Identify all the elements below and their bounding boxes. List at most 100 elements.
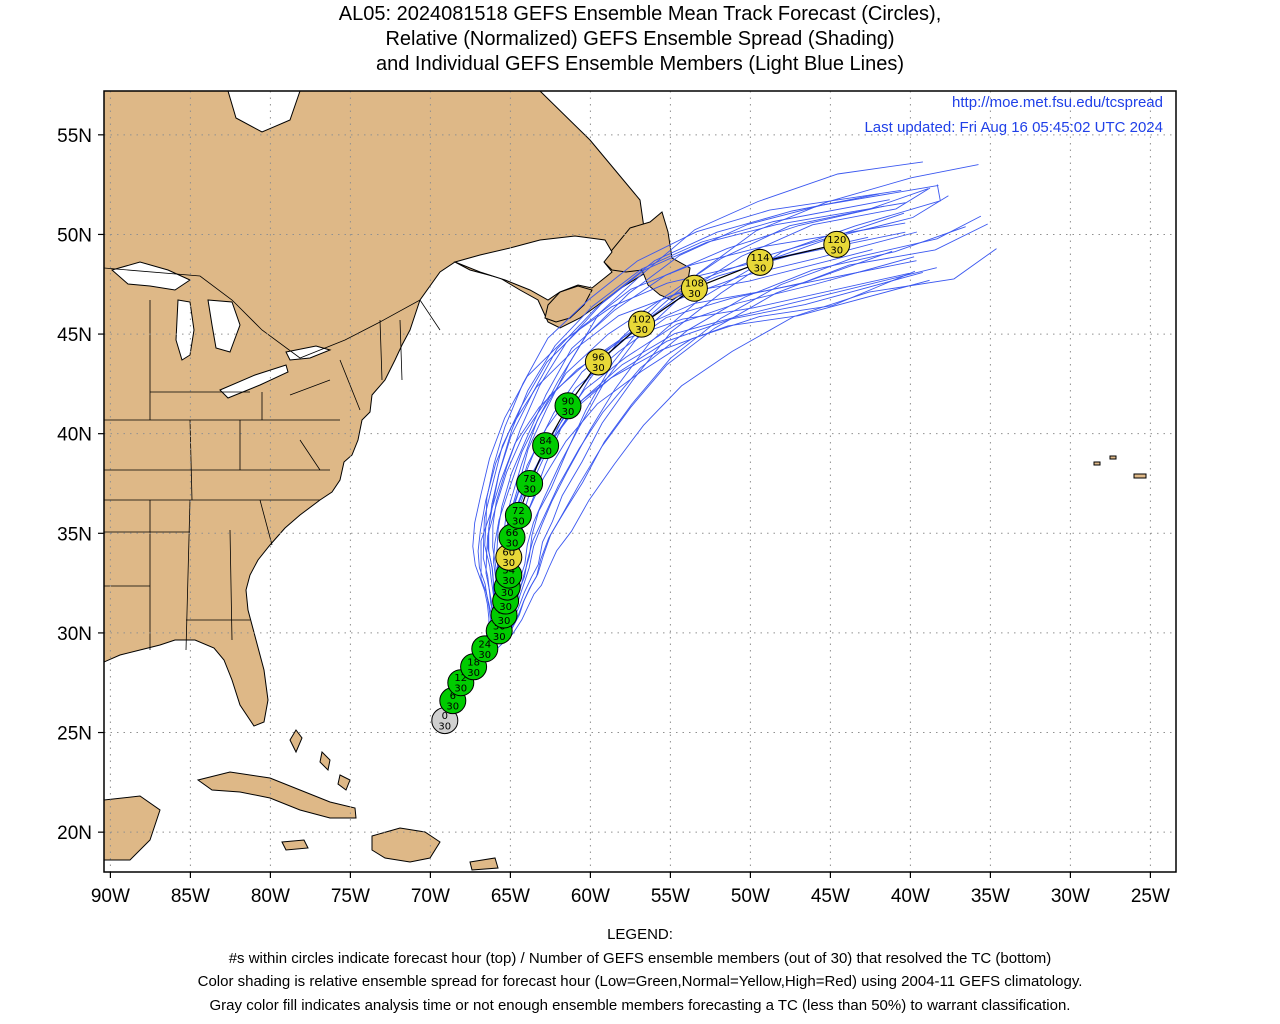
lon-tick-label: 25W [1131,886,1170,907]
last-updated: Last updated: Fri Aug 16 05:45:02 UTC 20… [864,119,1163,136]
jamaica [281,839,309,851]
bahamas-1 [289,729,303,754]
member-count-label: 30 [523,484,536,495]
forecast-hour-label: 60 [502,548,515,559]
lake-erie [219,364,289,399]
source-url[interactable]: http://moe.met.fsu.edu/tcspread [952,94,1163,111]
track-circle [471,635,499,663]
azores-1 [1093,461,1101,466]
azores-3 [1133,473,1147,479]
bahamas-3 [337,774,351,791]
latitude-labels: 20N 25N 30N 35N 40N 45N 50N 55N [57,126,92,844]
track-circle [823,230,851,258]
member-count-label: 30 [688,289,701,300]
track-circle [504,501,532,529]
lat-tick-label: 45N [57,325,92,346]
lon-tick-label: 50W [731,886,770,907]
lat-tick-label: 25N [57,724,92,745]
lon-tick-label: 55W [651,886,690,907]
forecast-hour-label: 108 [685,279,704,290]
lat-tick-label: 40N [57,425,92,446]
title-line-2: Relative (Normalized) GEFS Ensemble Spre… [385,28,895,50]
track-circle [516,469,544,497]
forecast-hour-label: 54 [502,566,515,577]
member-count-label: 30 [506,538,519,549]
lon-tick-label: 40W [891,886,930,907]
lon-tick-label: 30W [1051,886,1090,907]
lat-tick-label: 50N [57,225,92,246]
member-count-label: 30 [512,516,525,527]
lake-superior [110,261,192,291]
legend-line-3: Gray color fill indicates analysis time … [209,996,1071,1014]
longitude-labels: 90W 85W 80W 75W 70W 65W 60W 55W 50W 45W 40W 35W 30W 2… [91,886,1170,907]
track-circle [746,248,774,276]
forecast-hour-label: 102 [632,315,651,326]
lat-tick-label: 30N [57,624,92,645]
lon-tick-label: 45W [811,886,850,907]
plot-frame [103,90,1177,873]
forecast-hour-label: 114 [750,253,769,264]
member-count-label: 30 [502,576,515,587]
lon-tick-label: 75W [331,886,370,907]
lat-tick-label: 20N [57,823,92,844]
member-count-label: 30 [498,616,511,627]
lon-tick-label: 80W [251,886,290,907]
legend: LEGEND: #s within circles indicate forec… [0,923,1280,1017]
lake-ontario [285,345,332,361]
track-circle [628,310,656,338]
legend-heading: LEGEND: [607,926,673,943]
lon-tick-label: 60W [571,886,610,907]
member-count-label: 30 [499,602,512,613]
hudson-bay [227,91,301,133]
member-count-label: 30 [754,263,767,274]
lake-michigan [175,299,195,361]
member-count-label: 30 [478,650,491,661]
forecast-hour-label: 84 [539,436,552,447]
lake-huron [207,299,241,353]
forecast-hour-label: 6 [450,691,456,702]
track-circle [532,432,560,460]
chart-title: AL05: 2024081518 GEFS Ensemble Mean Trac… [0,2,1280,77]
member-count-label: 30 [592,363,605,374]
forecast-hour-label: 78 [523,474,536,485]
track-circle [584,348,612,376]
member-count-label: 30 [467,668,480,679]
track-circle [680,274,708,302]
lon-tick-label: 65W [491,886,530,907]
member-count-label: 30 [539,447,552,458]
yucatan [104,795,161,861]
forecast-hour-label: 0 [442,711,448,722]
track-circle [554,392,582,420]
axis-ticks [98,134,1152,878]
gulf-of-st-lawrence [453,235,613,301]
cuba [196,771,357,819]
member-count-label: 30 [562,407,575,418]
legend-line-2: Color shading is relative ensemble sprea… [197,973,1083,990]
member-count-label: 30 [454,684,467,695]
member-count-label: 30 [438,722,451,733]
title-line-3: and Individual GEFS Ensemble Members (Li… [375,53,905,75]
mean-track-circles: 0306301230183024303030363042304830543060… [431,230,851,735]
puerto-rico [469,857,499,871]
member-count-label: 30 [493,632,506,643]
forecast-hour-label: 18 [467,657,480,668]
lon-tick-label: 90W [91,886,130,907]
azores-2 [1109,455,1117,460]
member-count-label: 30 [501,588,514,599]
bahamas-2 [319,750,331,772]
forecast-hour-label: 90 [562,396,575,407]
water-bodies [110,91,613,399]
